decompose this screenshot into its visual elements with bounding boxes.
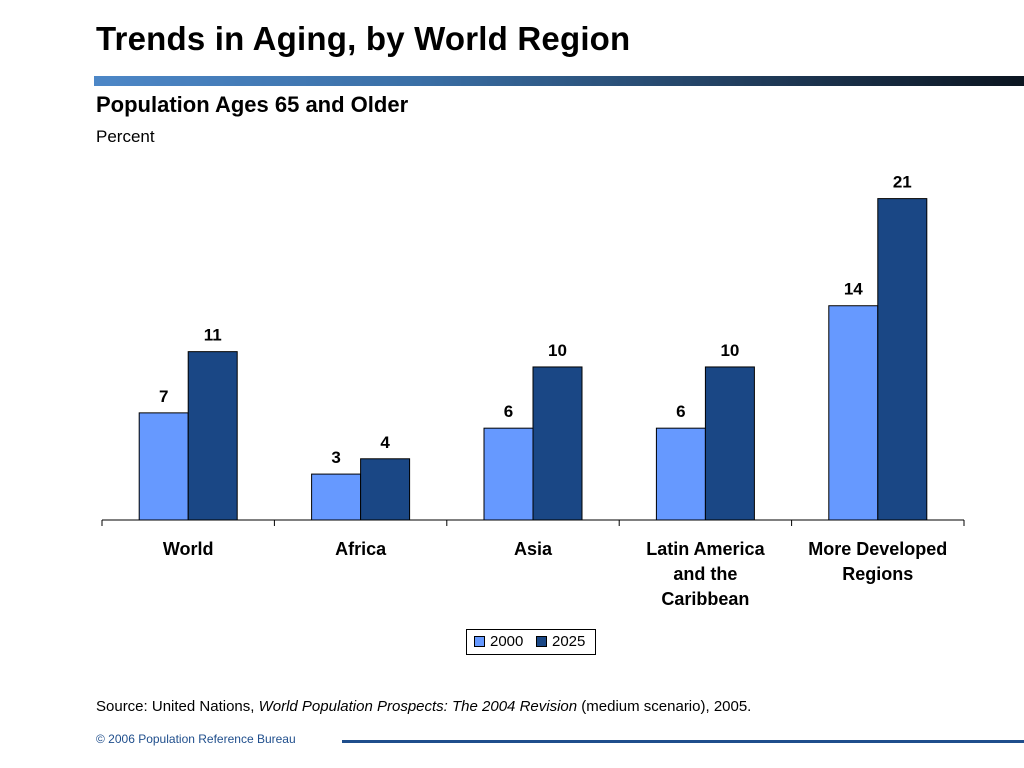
chart-title: Population Ages 65 and Older — [96, 92, 409, 117]
bar-more-developed-regions-2025 — [877, 198, 928, 521]
footer-divider — [342, 740, 1024, 743]
data-label-more-developed-regions-2025: 21 — [893, 173, 912, 192]
x-tick-label-more-developed-regions: More Developed Regions — [808, 539, 947, 584]
bar-more-developed-regions-2000 — [828, 305, 879, 521]
source-title: World Population Prospects: The 2004 Rev… — [258, 698, 578, 715]
x-tick-label-asia: Asia — [514, 539, 553, 559]
data-label-asia-2000: 6 — [504, 402, 513, 421]
source-prefix: Source: United Nations, — [96, 698, 259, 715]
title-divider — [94, 76, 1024, 86]
x-tick-label-latin-america-and-the-caribbean: Latin America and the Caribbean — [646, 539, 765, 609]
chart-legend: 2000 2025 — [466, 629, 596, 655]
legend-item-2025: 2025 — [536, 633, 585, 650]
data-label-latin-america-and-the-caribbean-2000: 6 — [676, 402, 685, 421]
unit-label: Percent — [96, 127, 155, 146]
data-label-latin-america-and-the-caribbean-2025: 10 — [720, 341, 739, 360]
data-label-world-2025: 11 — [204, 326, 222, 345]
bar-africa-2025 — [360, 458, 411, 521]
source-suffix: (medium scenario), 2005. — [577, 698, 752, 715]
legend-label-2000: 2000 — [490, 633, 524, 650]
bar-chart: 7 11 3 4 6 10 6 10 14 21 World Africa Asia Latin Amer… — [101, 173, 965, 609]
data-label-africa-2000: 3 — [331, 448, 340, 467]
data-label-more-developed-regions-2000: 14 — [844, 280, 863, 299]
data-label-world-2000: 7 — [159, 387, 168, 406]
copyright-notice: © 2006 Population Reference Bureau — [96, 732, 296, 746]
bar-world-2025 — [187, 351, 238, 521]
data-label-asia-2025: 10 — [548, 341, 567, 360]
bar-asia-2025 — [532, 366, 583, 521]
page-title: Trends in Aging, by World Region — [96, 20, 631, 57]
legend-item-2000: 2000 — [474, 633, 523, 650]
x-tick-label-africa: Africa — [335, 539, 387, 559]
legend-swatch-2025 — [536, 636, 547, 647]
legend-label-2025: 2025 — [552, 633, 586, 650]
data-label-africa-2025: 4 — [380, 433, 390, 452]
bar-world-2000 — [138, 412, 189, 521]
bar-latin-america-and-the-caribbean-2000 — [655, 427, 706, 521]
source-note: Source: United Nations, World Population… — [96, 698, 751, 715]
bar-africa-2000 — [311, 473, 362, 521]
bar-latin-america-and-the-caribbean-2025 — [704, 366, 755, 521]
bar-asia-2000 — [483, 427, 534, 521]
legend-swatch-2000 — [474, 636, 485, 647]
x-tick-label-world: World — [163, 539, 214, 559]
